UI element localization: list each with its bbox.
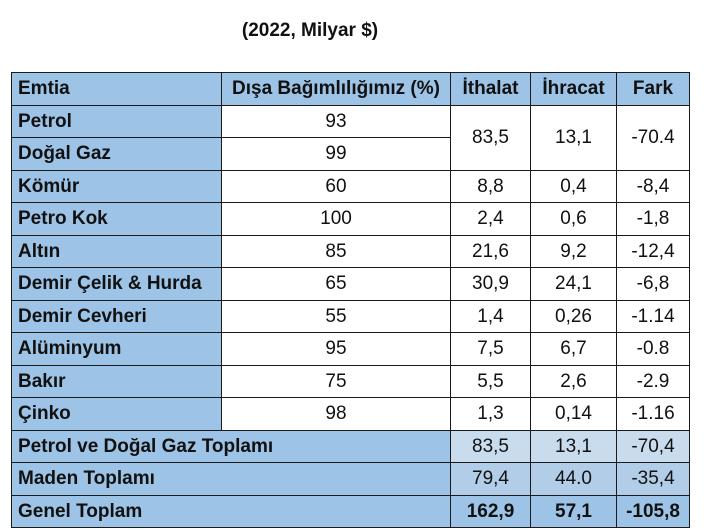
row-commodity: Demir Cevheri	[11, 299, 222, 333]
row-exports: 0,6	[530, 202, 617, 236]
table-row: Altın 85 21,6 9,2 -12,4	[11, 234, 690, 268]
row-difference: -2.9	[616, 364, 690, 398]
table-row: Kömür 60 8,8 0,4 -8,4	[11, 169, 690, 203]
row-difference: -0.8	[616, 332, 690, 366]
row-dependency: 95	[221, 332, 451, 366]
row-exports: 9,2	[530, 234, 617, 268]
row-dependency: 98	[221, 397, 451, 431]
total-exports: 13,1	[530, 429, 617, 463]
row-dependency: 93	[221, 104, 451, 138]
row-imports: 8,8	[450, 169, 531, 203]
total-label: Maden Toplamı	[11, 462, 451, 496]
row-difference: -8,4	[616, 169, 690, 203]
row-dependency: 60	[221, 169, 451, 203]
row-imports: 2,4	[450, 202, 531, 236]
header-dependency: Dışa Bağımlılığımız (%)	[221, 72, 451, 106]
row-difference: -1.16	[616, 397, 690, 431]
row-dependency: 55	[221, 299, 451, 333]
table-row: Petrol 93 83,5 13,1 -70.4	[11, 104, 690, 171]
row-commodity: Demir Çelik & Hurda	[11, 267, 222, 301]
total-imports: 83,5	[450, 429, 531, 463]
petrol-gas-difference: -70.4	[616, 104, 690, 171]
row-dependency: 100	[221, 202, 451, 236]
header-row: Emtia Dışa Bağımlılığımız (%) İthalat İh…	[11, 72, 690, 106]
total-row-oil-gas: Petrol ve Doğal Gaz Toplamı 83,5 13,1 -7…	[11, 429, 690, 463]
row-commodity: Petrol	[11, 104, 222, 138]
total-row-mining: Maden Toplamı 79,4 44.0 -35,4	[11, 462, 690, 496]
table-row: Bakır 75 5,5 2,6 -2.9	[11, 364, 690, 398]
total-difference: -35,4	[616, 462, 690, 496]
table-subtitle: (2022, Milyar $)	[241, 20, 379, 41]
total-difference: -70,4	[616, 429, 690, 463]
row-dependency: 65	[221, 267, 451, 301]
header-exports: İhracat	[530, 72, 617, 106]
table-row: Petro Kok 100 2,4 0,6 -1,8	[11, 202, 690, 236]
row-imports: 30,9	[450, 267, 531, 301]
row-difference: -1,8	[616, 202, 690, 236]
row-commodity: Kömür	[11, 169, 222, 203]
row-imports: 7,5	[450, 332, 531, 366]
total-label: Genel Toplam	[11, 494, 451, 528]
row-exports: 0,26	[530, 299, 617, 333]
row-difference: -12,4	[616, 234, 690, 268]
row-imports: 5,5	[450, 364, 531, 398]
row-commodity: Bakır	[11, 364, 222, 398]
petrol-gas-exports: 13,1	[530, 104, 617, 171]
petrol-gas-imports: 83,5	[450, 104, 531, 171]
row-commodity: Çinko	[11, 397, 222, 431]
table-row: Demir Cevheri 55 1,4 0,26 -1.14	[11, 299, 690, 333]
row-exports: 6,7	[530, 332, 617, 366]
row-exports: 0,14	[530, 397, 617, 431]
row-imports: 1,4	[450, 299, 531, 333]
total-row-grand: Genel Toplam 162,9 57,1 -105,8	[11, 494, 690, 528]
total-label: Petrol ve Doğal Gaz Toplamı	[11, 429, 451, 463]
table-row: Doğal Gaz 99	[11, 137, 690, 171]
commodity-table: Emtia Dışa Bağımlılığımız (%) İthalat İh…	[11, 72, 690, 528]
row-exports: 2,6	[530, 364, 617, 398]
total-difference: -105,8	[616, 494, 690, 528]
row-dependency: 99	[221, 137, 451, 171]
row-commodity: Doğal Gaz	[11, 137, 222, 171]
row-commodity: Altın	[11, 234, 222, 268]
header-imports: İthalat	[450, 72, 531, 106]
row-difference: -1.14	[616, 299, 690, 333]
table-row: Demir Çelik & Hurda 65 30,9 24,1 -6,8	[11, 267, 690, 301]
table-row: Çinko 98 1,3 0,14 -1.16	[11, 397, 690, 431]
total-exports: 44.0	[530, 462, 617, 496]
row-imports: 1,3	[450, 397, 531, 431]
total-imports: 79,4	[450, 462, 531, 496]
header-emtia: Emtia	[11, 72, 222, 106]
row-dependency: 75	[221, 364, 451, 398]
total-imports: 162,9	[450, 494, 531, 528]
row-commodity: Petro Kok	[11, 202, 222, 236]
total-exports: 57,1	[530, 494, 617, 528]
row-exports: 24,1	[530, 267, 617, 301]
header-difference: Fark	[616, 72, 690, 106]
row-imports: 21,6	[450, 234, 531, 268]
row-commodity: Alüminyum	[11, 332, 222, 366]
table-row: Alüminyum 95 7,5 6,7 -0.8	[11, 332, 690, 366]
row-difference: -6,8	[616, 267, 690, 301]
row-dependency: 85	[221, 234, 451, 268]
row-exports: 0,4	[530, 169, 617, 203]
